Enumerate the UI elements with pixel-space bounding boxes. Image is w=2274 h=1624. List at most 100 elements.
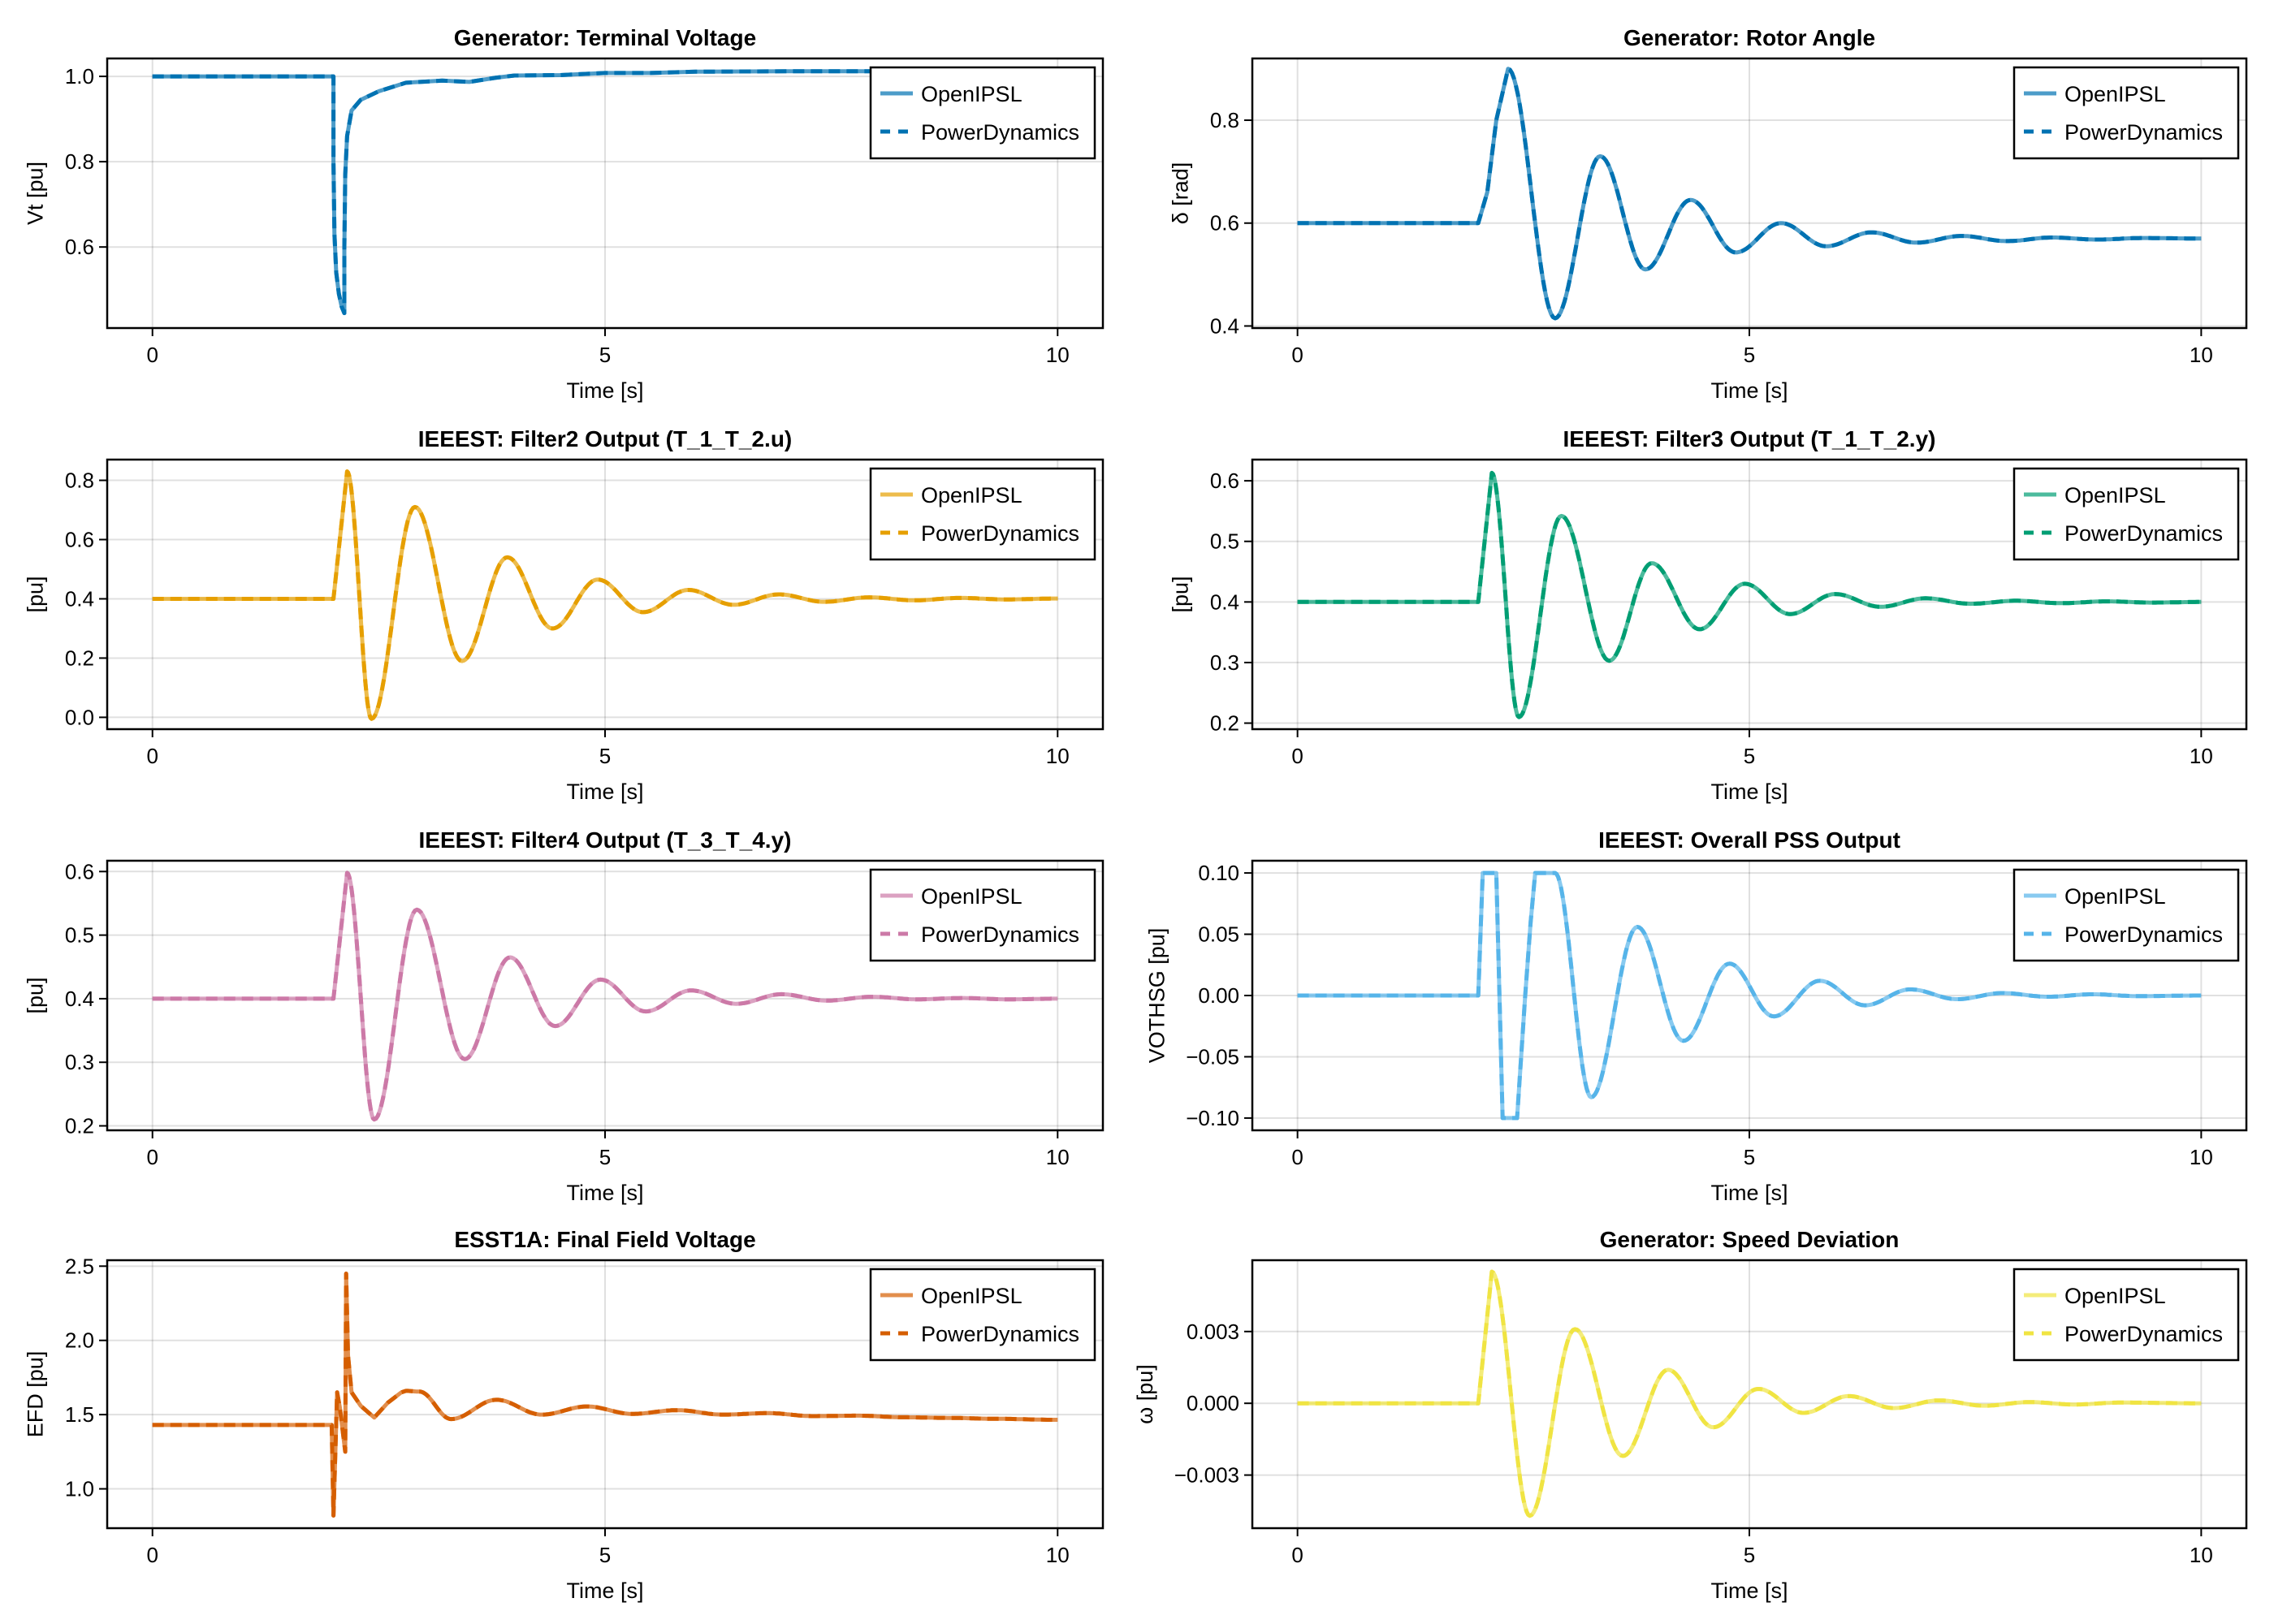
legend: OpenIPSL PowerDynamics	[2012, 868, 2240, 962]
y-tick-label: 0.5	[65, 923, 94, 948]
x-axis-label: Time [s]	[566, 1181, 643, 1205]
y-tick-label: −0.003	[1174, 1463, 1239, 1488]
x-tick-label: 5	[1744, 1543, 1755, 1567]
legend-label-openipsl: OpenIPSL	[921, 82, 1022, 106]
legend-label-powerdynamics: PowerDynamics	[2064, 120, 2223, 145]
series-line-powerdynamics	[1297, 870, 2202, 1121]
series-line-powerdynamics	[152, 469, 1058, 721]
legend-label-openipsl: OpenIPSL	[2064, 884, 2166, 909]
y-axis-label: VOTHSG [pu]	[1145, 928, 1169, 1064]
y-tick-label: 0.2	[65, 646, 94, 670]
y-tick-label: 0.00	[1198, 983, 1239, 1008]
series-line-powerdynamics	[1297, 1269, 2202, 1518]
legend-box	[869, 467, 1096, 561]
x-tick-label: 5	[599, 1543, 611, 1567]
series-line-powerdynamics	[1297, 470, 2202, 719]
x-axis-label: Time [s]	[1710, 378, 1788, 403]
y-tick-label: 1.0	[65, 64, 94, 89]
y-tick-label: 0.4	[65, 586, 94, 611]
legend-label-openipsl: OpenIPSL	[921, 884, 1022, 909]
chart-title: Generator: Speed Deviation	[1600, 1227, 1900, 1252]
y-tick-label: 1.0	[65, 1477, 94, 1501]
y-tick-label: 0.6	[1210, 211, 1239, 235]
x-tick-label: 5	[1744, 1145, 1755, 1169]
y-tick-label: 0.003	[1187, 1320, 1239, 1344]
y-tick-label: 0.05	[1198, 922, 1239, 947]
legend: OpenIPSL PowerDynamics	[2012, 66, 2240, 160]
y-tick-label: 0.3	[1210, 650, 1239, 675]
y-tick-label: 0.8	[65, 469, 94, 493]
chart-field-voltage: ESST1A: Final Field Voltage 0 5 10 1.0 1.5 2.0…	[24, 1227, 1105, 1603]
y-tick-label: 0.6	[1210, 469, 1239, 493]
chart-title: IEEEST: Filter2 Output (T_1_T_2.u)	[418, 426, 793, 451]
x-axis-label: Time [s]	[1710, 780, 1788, 804]
chart-filter3-output: IEEEST: Filter3 Output (T_1_T_2.y) 0 5 10 0.…	[1169, 426, 2248, 804]
chart-title: ESST1A: Final Field Voltage	[454, 1227, 755, 1252]
x-tick-label: 10	[2190, 744, 2213, 768]
legend-label-powerdynamics: PowerDynamics	[921, 521, 1079, 546]
chart-title: Generator: Terminal Voltage	[454, 25, 756, 50]
legend: OpenIPSL PowerDynamics	[869, 868, 1096, 962]
legend-label-openipsl: OpenIPSL	[2064, 82, 2166, 106]
chart-title: IEEEST: Filter4 Output (T_3_T_4.y)	[419, 827, 792, 853]
legend-box	[2012, 1268, 2240, 1362]
y-axis-label: [pu]	[1169, 576, 1193, 612]
x-tick-label: 10	[2190, 343, 2213, 367]
legend-box	[2012, 467, 2240, 561]
x-tick-label: 5	[599, 343, 611, 367]
x-tick-label: 0	[1291, 1543, 1303, 1567]
y-tick-label: −0.10	[1186, 1106, 1239, 1130]
y-axis-label: ω [pu]	[1133, 1364, 1157, 1424]
legend: OpenIPSL PowerDynamics	[869, 66, 1096, 160]
x-tick-label: 10	[1046, 744, 1070, 768]
y-tick-label: 0.4	[65, 987, 94, 1011]
chart-title: Generator: Rotor Angle	[1623, 25, 1875, 50]
legend-label-openipsl: OpenIPSL	[921, 1284, 1022, 1308]
y-tick-label: 0.3	[65, 1050, 94, 1074]
x-tick-label: 5	[599, 1145, 611, 1169]
y-tick-label: 0.10	[1198, 861, 1239, 885]
y-tick-label: 0.0	[65, 705, 94, 729]
series-line-powerdynamics	[152, 69, 1058, 316]
y-axis-label: EFD [pu]	[24, 1351, 48, 1438]
x-axis-label: Time [s]	[1710, 1181, 1788, 1205]
chart-rotor-angle: Generator: Rotor Angle 0 5 10 0.4 0.6 0.8 Time …	[1169, 25, 2248, 403]
series-line-powerdynamics	[152, 1272, 1058, 1518]
y-tick-label: 2.5	[65, 1254, 94, 1278]
legend-label-powerdynamics: PowerDynamics	[921, 120, 1079, 145]
chart-pss-output: IEEEST: Overall PSS Output 0 5 10 −0.10 −0.05…	[1145, 827, 2248, 1205]
y-axis-label: Vt [pu]	[24, 162, 48, 225]
legend-box	[2012, 868, 2240, 962]
legend-box	[869, 868, 1096, 962]
x-axis-label: Time [s]	[566, 378, 643, 403]
chart-title: IEEEST: Filter3 Output (T_1_T_2.y)	[1563, 426, 1936, 451]
y-tick-label: 0.2	[1210, 711, 1239, 736]
x-tick-label: 10	[2190, 1145, 2213, 1169]
x-tick-label: 0	[146, 1543, 158, 1567]
x-axis-label: Time [s]	[566, 780, 643, 804]
legend: OpenIPSL PowerDynamics	[869, 467, 1096, 561]
x-tick-label: 0	[146, 744, 158, 768]
x-tick-label: 0	[1291, 744, 1303, 768]
y-tick-label: 0.2	[65, 1114, 94, 1138]
y-tick-label: −0.05	[1186, 1044, 1239, 1069]
x-tick-label: 10	[1046, 343, 1070, 367]
x-tick-label: 5	[599, 744, 611, 768]
legend-label-powerdynamics: PowerDynamics	[921, 922, 1079, 947]
legend-label-powerdynamics: PowerDynamics	[921, 1322, 1079, 1346]
series-line-powerdynamics	[152, 870, 1058, 1122]
legend-box	[869, 66, 1096, 160]
y-tick-label: 0.6	[65, 528, 94, 552]
legend-label-powerdynamics: PowerDynamics	[2064, 521, 2223, 546]
x-axis-label: Time [s]	[1710, 1579, 1788, 1603]
legend-label-openipsl: OpenIPSL	[2064, 1284, 2166, 1308]
y-tick-label: 0.8	[65, 149, 94, 174]
y-tick-label: 0.4	[1210, 313, 1239, 338]
chart-speed-deviation: Generator: Speed Deviation 0 5 10 −0.003 0.00…	[1133, 1227, 2248, 1603]
chart-filter2-output: IEEEST: Filter2 Output (T_1_T_2.u) 0 5 10 0.…	[24, 426, 1105, 804]
legend: OpenIPSL PowerDynamics	[2012, 467, 2240, 561]
legend-box	[869, 1268, 1096, 1362]
y-tick-label: 2.0	[65, 1328, 94, 1353]
y-tick-label: 0.8	[1210, 108, 1239, 132]
